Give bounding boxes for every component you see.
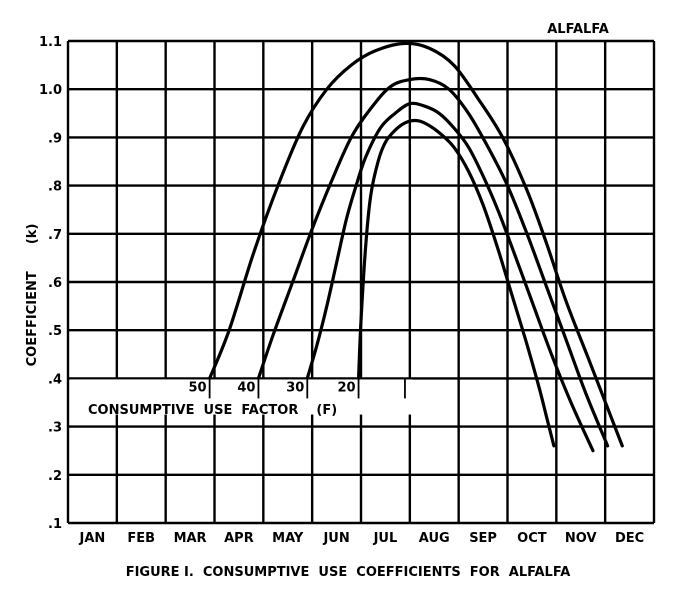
y-axis-ticks: .1 .2 .3 .4 .5 .6 .7 .8 .9 1.0 1.1 bbox=[39, 35, 62, 532]
factor-tick-label: 30 bbox=[286, 380, 304, 395]
factor-axis-label: CONSUMPTIVE USE FACTOR (F) bbox=[88, 403, 337, 418]
y-tick-label: .4 bbox=[48, 372, 62, 387]
chart-grid bbox=[66, 39, 656, 525]
x-tick-label: JUN bbox=[322, 531, 349, 546]
y-tick-label: .5 bbox=[48, 324, 62, 339]
factor-tick-label: 50 bbox=[189, 380, 207, 395]
x-tick-label: AUG bbox=[419, 531, 450, 546]
y-tick-label: 1.0 bbox=[39, 83, 62, 98]
x-tick-label: NOV bbox=[565, 531, 597, 546]
y-tick-label: .9 bbox=[48, 131, 62, 146]
factor-tick-label: 20 bbox=[337, 380, 355, 395]
y-tick-label: .2 bbox=[48, 469, 62, 484]
x-tick-label: MAY bbox=[272, 531, 304, 546]
x-tick-label: JUL bbox=[373, 531, 398, 546]
y-tick-label: .6 bbox=[48, 276, 62, 291]
x-tick-label: APR bbox=[224, 531, 254, 546]
x-tick-label: DEC bbox=[615, 531, 644, 546]
y-tick-label: .8 bbox=[48, 180, 62, 195]
chart-series bbox=[208, 41, 624, 453]
factor-tick-label: 40 bbox=[237, 380, 255, 395]
x-tick-label: OCT bbox=[517, 531, 547, 546]
y-tick-label: 1.1 bbox=[39, 35, 62, 50]
series-curve-F20 bbox=[356, 118, 556, 448]
x-tick-label: SEP bbox=[469, 531, 497, 546]
y-tick-label: .3 bbox=[48, 421, 62, 436]
figure-caption: FIGURE I. CONSUMPTIVE USE COEFFICIENTS F… bbox=[126, 565, 571, 580]
x-tick-label: JAN bbox=[79, 531, 106, 546]
y-tick-label: .1 bbox=[48, 517, 62, 532]
y-tick-label: .7 bbox=[48, 228, 62, 243]
chart-title: ALFALFA bbox=[547, 22, 609, 37]
x-tick-label: MAR bbox=[174, 531, 207, 546]
series-curve-F40 bbox=[256, 76, 610, 448]
x-axis-ticks: JAN FEB MAR APR MAY JUN JUL AUG SEP OCT NOV DEC bbox=[79, 531, 645, 546]
factor-axis-band bbox=[70, 379, 413, 415]
factor-axis: 50 40 30 20 bbox=[70, 377, 420, 415]
series-curve-F30 bbox=[305, 101, 595, 453]
x-tick-label: FEB bbox=[127, 531, 155, 546]
series-curve-F50 bbox=[208, 41, 624, 448]
y-axis-label: COEFFICIENT (k) bbox=[25, 224, 40, 367]
